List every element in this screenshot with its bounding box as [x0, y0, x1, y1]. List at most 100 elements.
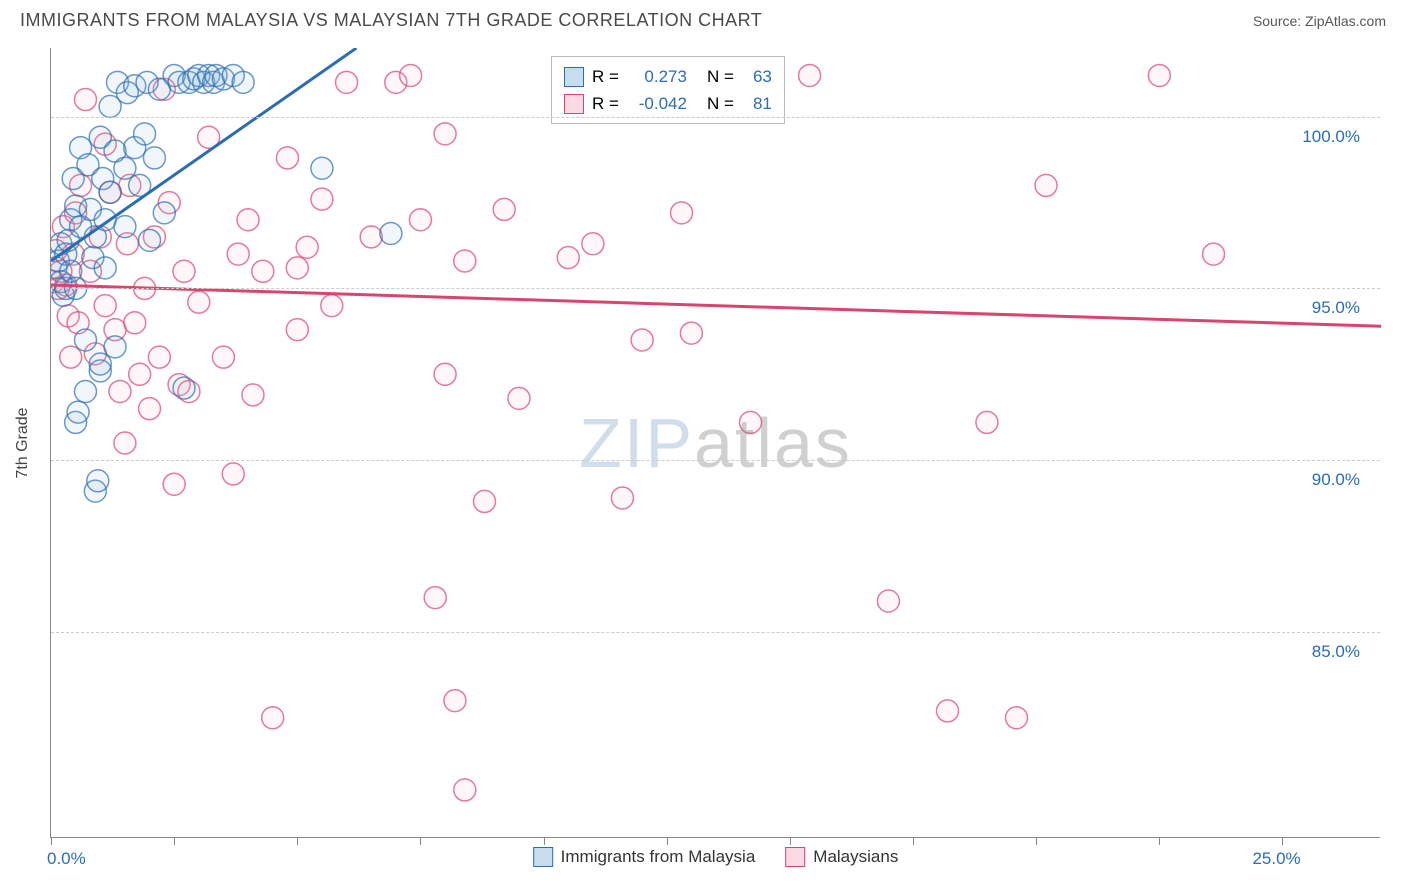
data-point	[276, 147, 298, 169]
header: IMMIGRANTS FROM MALAYSIA VS MALAYSIAN 7T…	[0, 0, 1406, 37]
stats-legend: R =0.273N =63R =-0.042N =81	[551, 56, 785, 124]
data-point	[424, 587, 446, 609]
data-point	[188, 291, 210, 313]
x-tick	[544, 837, 545, 845]
plot-area: 7th Grade ZIPatlas R =0.273N =63R =-0.04…	[50, 48, 1380, 838]
data-point	[114, 157, 136, 179]
bottom-legend-item: Malaysians	[785, 847, 898, 867]
data-point	[311, 188, 333, 210]
data-point	[99, 181, 121, 203]
data-point	[286, 319, 308, 341]
data-point	[582, 233, 604, 255]
data-point	[409, 209, 431, 231]
legend-label: Immigrants from Malaysia	[561, 847, 756, 867]
legend-swatch	[785, 847, 805, 867]
data-point	[296, 236, 318, 258]
data-point	[242, 384, 264, 406]
y-tick-label: 100.0%	[1302, 127, 1360, 147]
x-tick	[420, 837, 421, 845]
legend-label: Malaysians	[813, 847, 898, 867]
data-point	[227, 243, 249, 265]
x-end-label: 0.0%	[47, 849, 86, 869]
legend-swatch	[533, 847, 553, 867]
bottom-legend-item: Immigrants from Malaysia	[533, 847, 756, 867]
data-point	[877, 590, 899, 612]
data-point	[252, 260, 274, 282]
data-point	[311, 157, 333, 179]
y-tick-label: 95.0%	[1312, 298, 1360, 318]
data-point	[360, 226, 382, 248]
data-point	[134, 123, 156, 145]
x-tick	[51, 837, 52, 845]
data-point	[94, 295, 116, 317]
x-tick	[1282, 837, 1283, 845]
data-point	[434, 123, 456, 145]
chart-title: IMMIGRANTS FROM MALAYSIA VS MALAYSIAN 7T…	[20, 10, 762, 31]
data-point	[87, 470, 109, 492]
data-point	[67, 401, 89, 423]
data-point	[74, 380, 96, 402]
data-point	[380, 222, 402, 244]
x-tick	[790, 837, 791, 845]
data-point	[222, 463, 244, 485]
scatter-svg	[51, 48, 1381, 838]
data-point	[1203, 243, 1225, 265]
chart-container: 7th Grade ZIPatlas R =0.273N =63R =-0.04…	[50, 48, 1380, 838]
trend-line	[51, 285, 1381, 326]
x-end-label: 25.0%	[1252, 849, 1300, 869]
data-point	[671, 202, 693, 224]
data-point	[321, 295, 343, 317]
data-point	[74, 89, 96, 111]
data-point	[454, 250, 476, 272]
gridline	[51, 460, 1380, 461]
data-point	[143, 147, 165, 169]
data-point	[148, 346, 170, 368]
data-point	[212, 346, 234, 368]
data-point	[60, 346, 82, 368]
data-point	[508, 387, 530, 409]
data-point	[557, 247, 579, 269]
legend-swatch	[564, 94, 584, 114]
source-attribution: Source: ZipAtlas.com	[1253, 13, 1386, 29]
legend-swatch	[564, 67, 584, 87]
x-tick	[1159, 837, 1160, 845]
legend-stat-row: R =0.273N =63	[564, 63, 772, 90]
data-point	[631, 329, 653, 351]
data-point	[153, 202, 175, 224]
data-point	[444, 690, 466, 712]
gridline	[51, 117, 1380, 118]
data-point	[114, 432, 136, 454]
data-point	[262, 707, 284, 729]
data-point	[1148, 64, 1170, 86]
data-point	[1035, 174, 1057, 196]
data-point	[163, 473, 185, 495]
data-point	[89, 353, 111, 375]
bottom-legend: Immigrants from Malaysia Malaysians	[533, 847, 899, 867]
x-tick	[297, 837, 298, 845]
gridline	[51, 288, 1380, 289]
y-tick-label: 90.0%	[1312, 470, 1360, 490]
data-point	[454, 779, 476, 801]
data-point	[611, 487, 633, 509]
data-point	[74, 329, 96, 351]
data-point	[286, 257, 308, 279]
y-axis-label: 7th Grade	[14, 407, 32, 478]
data-point	[400, 64, 422, 86]
data-point	[139, 398, 161, 420]
data-point	[937, 700, 959, 722]
y-tick-label: 85.0%	[1312, 642, 1360, 662]
data-point	[173, 377, 195, 399]
data-point	[493, 198, 515, 220]
data-point	[336, 71, 358, 93]
data-point	[976, 411, 998, 433]
data-point	[232, 71, 254, 93]
data-point	[129, 363, 151, 385]
data-point	[139, 229, 161, 251]
data-point	[173, 260, 195, 282]
x-tick	[1036, 837, 1037, 845]
data-point	[799, 64, 821, 86]
gridline	[51, 632, 1380, 633]
x-tick	[174, 837, 175, 845]
x-tick	[913, 837, 914, 845]
data-point	[109, 380, 131, 402]
